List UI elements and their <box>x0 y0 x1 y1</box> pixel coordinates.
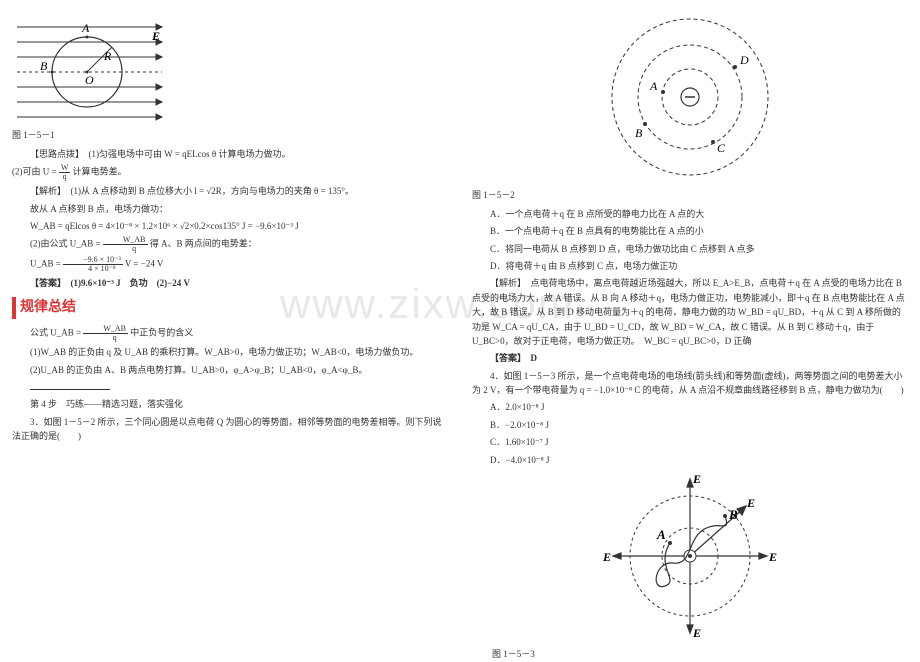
figure-3-caption: 图 1－5－3 <box>492 647 908 661</box>
rule-formula-pre: 公式 U_AB = <box>30 328 83 338</box>
hint-1: 【思路点拨】 (1)匀强电场中可由 W = qELcos θ 计算电场力做功。 <box>12 147 448 161</box>
eq-2-pre: U_AB = <box>30 259 63 269</box>
fig3-label-A: A <box>656 527 666 542</box>
rule-p2: (2)U_AB 的正负由 A、B 两点电势打算。U_AB>0，φ_A>φ_B；U… <box>12 363 448 377</box>
eq-2-post: V = −24 V <box>125 259 164 269</box>
figure-3: A B E E E E E 图 1－5－3 <box>472 471 908 662</box>
fig1-label-A: A <box>81 21 90 35</box>
question-4: 4．如图 1－5－3 所示，是一个点电荷电场的电场线(箭头线)和等势面(虚线)，… <box>472 369 908 398</box>
fig3-E-bottom: E <box>692 626 701 640</box>
eq-2: U_AB = −9.6 × 10⁻³4 × 10⁻⁸ V = −24 V <box>12 256 448 273</box>
fig3-E-top: E <box>692 472 701 486</box>
rule-summary-title: 规律总结 <box>12 297 448 319</box>
frac-4-den: q <box>83 334 128 342</box>
fig3-E-right: E <box>768 550 777 564</box>
fig1-label-R: R <box>103 49 112 63</box>
fig2-label-C: C <box>717 141 726 155</box>
frac-3: −9.6 × 10⁻³4 × 10⁻⁸ <box>63 256 123 273</box>
right-column: A B C D 图 1－5－2 A．一个点电荷＋q 在 B 点所受的静电力比在 … <box>460 0 920 651</box>
rule-formula-post: 中正负号的含义 <box>130 328 193 338</box>
step-4-title: 第 4 步 巧练——精选习题，落实强化 <box>12 397 448 411</box>
answer-1: 【答案】 (1)9.6×10⁻³ J 负功 (2)−24 V <box>12 276 448 290</box>
frac-4: W_ABq <box>83 325 128 342</box>
fig1-label-O: O <box>85 73 94 87</box>
blank-1 <box>30 389 110 390</box>
analysis-2: 故从 A 点移到 B 点，电场力做功： <box>12 202 448 216</box>
figure-2-svg: A B C D <box>585 12 795 182</box>
frac-2-num: W_AB <box>103 236 148 245</box>
figure-1-caption: 图 1－5－1 <box>12 128 448 142</box>
left-column: A B E O R 图 1－5－1 【思路点拨】 (1)匀强电场中可由 W = … <box>0 0 460 651</box>
frac-1-den: q <box>59 173 71 181</box>
rule-p1: (1)W_AB 的正负由 q 及 U_AB 的乘积打算。W_AB>0，电场力做正… <box>12 345 448 359</box>
q3-answer: 【答案】 D <box>472 351 908 365</box>
q4-option-c: C．1.60×10⁻⁷ J <box>490 435 908 449</box>
q4-option-d: D．−4.0×10⁻⁸ J <box>490 453 908 467</box>
fig3-E-diag: E <box>746 496 755 510</box>
q4-option-b: B．−2.0×10⁻⁸ J <box>490 418 908 432</box>
question-3: 3．如图 1－5－2 所示，三个同心圆是以点电荷 Q 为圆心的等势面，相邻等势面… <box>12 415 448 444</box>
analysis-3: (2)由公式 U_AB = W_ABq 得 A、B 两点间的电势差： <box>12 236 448 253</box>
figure-2-caption: 图 1－5－2 <box>472 188 908 202</box>
frac-2: W_ABq <box>103 236 148 253</box>
hint-2-post: 计算电势差。 <box>73 167 127 177</box>
rule-p2-text: (2)U_AB 的正负由 A、B 两点电势打算。U_AB>0，φ_A>φ_B；U… <box>30 365 367 375</box>
figure-1: A B E O R 图 1－5－1 <box>12 12 448 143</box>
fig2-label-B: B <box>635 126 643 140</box>
eq-1: W_AB = qElcos θ = 4×10⁻⁸ × 1.2×10⁶ × √2×… <box>12 219 448 233</box>
fig2-label-A: A <box>649 79 658 93</box>
q4-option-a: A．2.0×10⁻⁸ J <box>490 400 908 414</box>
fig1-label-B: B <box>40 59 48 73</box>
figure-3-svg: A B E E E E E <box>595 471 785 641</box>
q3-analysis: 【解析】 点电荷电场中，离点电荷越近场强越大，所以 E_A>E_B，点电荷＋q … <box>472 276 908 348</box>
q3-option-c: C．将同一电荷从 B 点移到 D 点，电场力做功比由 C 点移到 A 点多 <box>490 242 908 256</box>
analysis-3-pre: (2)由公式 U_AB = <box>30 239 103 249</box>
analysis-3-post: 得 A、B 两点间的电势差： <box>150 239 257 249</box>
figure-2: A B C D 图 1－5－2 <box>472 12 908 203</box>
hint-2: (2)可由 U = Wq 计算电势差。 <box>12 164 448 181</box>
frac-3-den: 4 × 10⁻⁸ <box>63 265 123 273</box>
frac-1: Wq <box>59 164 71 181</box>
q3-option-d: D．将电荷＋q 由 B 点移到 C 点，电场力做正功 <box>490 259 908 273</box>
fig3-E-left: E <box>602 550 611 564</box>
q3-option-b: B．一个点电荷＋q 在 B 点具有的电势能比在 A 点的小 <box>490 224 908 238</box>
fig1-label-E: E <box>151 29 160 43</box>
frac-4-num: W_AB <box>83 325 128 334</box>
q3-option-a: A．一个点电荷＋q 在 B 点所受的静电力比在 A 点的大 <box>490 207 908 221</box>
figure-1-svg: A B E O R <box>12 12 172 122</box>
blank-line-row <box>30 380 448 394</box>
rule-formula: 公式 U_AB = W_ABq 中正负号的含义 <box>12 325 448 342</box>
fig2-label-D: D <box>739 53 749 67</box>
frac-2-den: q <box>103 245 148 253</box>
fig3-label-B: B <box>728 507 738 522</box>
hint-2-pre: (2)可由 U = <box>12 167 59 177</box>
analysis-1: 【解析】 (1)从 A 点移动到 B 点位移大小 l = √2R，方向与电场力的… <box>12 184 448 198</box>
